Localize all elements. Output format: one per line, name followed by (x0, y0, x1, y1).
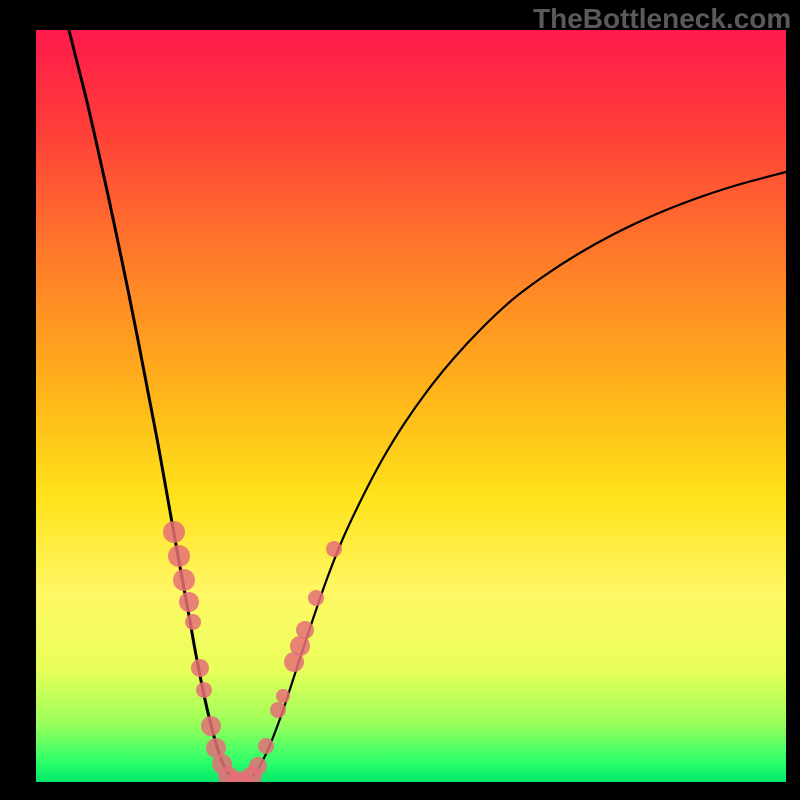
data-marker (290, 636, 310, 656)
plot-background (36, 30, 786, 782)
data-marker (234, 771, 254, 791)
curve-right-branch (240, 172, 786, 782)
data-marker (201, 716, 221, 736)
data-marker (173, 569, 195, 591)
bottleneck-curve (69, 30, 786, 782)
data-marker (270, 702, 286, 718)
data-marker (258, 738, 274, 754)
data-marker (249, 757, 267, 775)
data-marker (206, 738, 226, 758)
data-marker (226, 771, 246, 791)
watermark-text: TheBottleneck.com (533, 3, 791, 35)
chart-svg (0, 0, 800, 800)
data-marker (212, 754, 232, 774)
data-marker (168, 545, 190, 567)
data-marker (308, 590, 324, 606)
data-marker (218, 766, 238, 786)
data-marker (179, 592, 199, 612)
data-marker (191, 659, 209, 677)
data-marker (276, 689, 290, 703)
data-marker (326, 541, 342, 557)
curve-left-branch (69, 30, 240, 782)
data-marker (284, 652, 304, 672)
data-marker (196, 682, 212, 698)
data-marker (296, 621, 314, 639)
data-marker (163, 521, 185, 543)
data-marker (242, 766, 262, 786)
figure-canvas: TheBottleneck.com (0, 0, 800, 800)
data-markers (163, 521, 342, 791)
data-marker (185, 614, 201, 630)
